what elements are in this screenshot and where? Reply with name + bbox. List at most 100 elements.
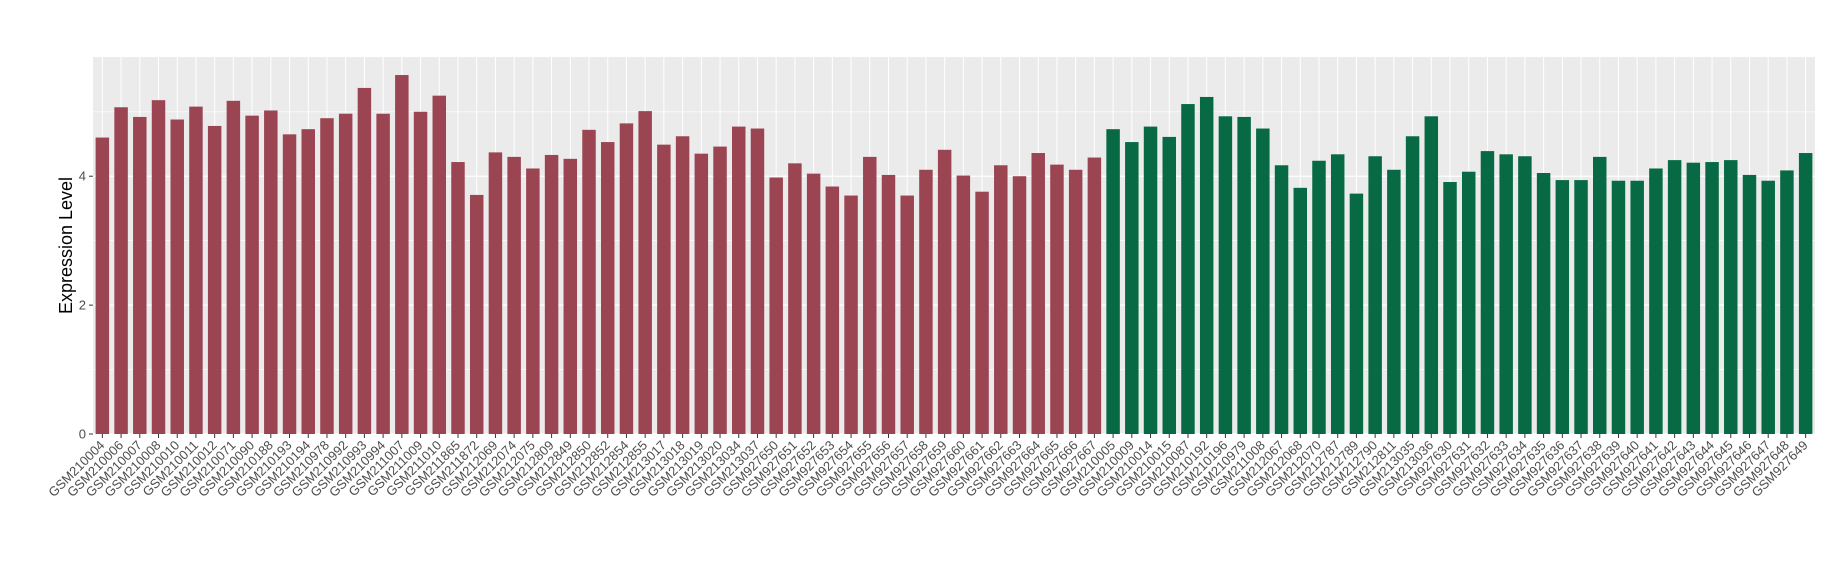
bar: [1031, 153, 1045, 434]
bar: [919, 169, 933, 434]
bar: [1050, 164, 1064, 434]
bar: [1330, 154, 1345, 435]
bar: [526, 168, 540, 434]
bar: [994, 165, 1008, 434]
bar: [1705, 162, 1719, 435]
bar: [376, 113, 390, 434]
bar: [95, 137, 110, 435]
bar: [1143, 126, 1158, 434]
bar: [1724, 160, 1738, 434]
bar: [320, 118, 334, 434]
bar: [844, 195, 858, 434]
bar: [806, 173, 821, 434]
bar: [1405, 136, 1420, 434]
bar: [1162, 136, 1176, 434]
bar: [413, 111, 428, 435]
bar: [1555, 180, 1570, 434]
bar: [1256, 128, 1270, 435]
bar: [133, 116, 147, 434]
bar: [1780, 170, 1794, 434]
bar: [1125, 142, 1139, 435]
bar: [1761, 180, 1775, 434]
bar: [825, 186, 840, 434]
bar: [1611, 180, 1626, 434]
bar: [432, 95, 447, 435]
bar: [619, 123, 634, 434]
bar: [357, 87, 372, 434]
bar: [1012, 176, 1027, 434]
bar: [1068, 169, 1083, 434]
bar: [282, 134, 297, 435]
bar: [1649, 168, 1663, 434]
bar: [1742, 174, 1757, 434]
bar: [638, 111, 652, 434]
bar: [1630, 180, 1644, 434]
y-tick-label: 0: [79, 427, 86, 442]
bar: [1499, 154, 1513, 435]
bar: [863, 156, 877, 434]
bar: [1312, 160, 1326, 434]
bar: [750, 128, 765, 435]
bar: [170, 119, 184, 434]
bar: [937, 149, 952, 435]
bar: [788, 163, 802, 435]
bar: [488, 152, 503, 434]
bar: [881, 174, 896, 434]
bar: [114, 107, 128, 435]
y-tick-label: 4: [79, 169, 86, 184]
bar: [338, 113, 353, 434]
bar: [1667, 160, 1682, 434]
bar: [675, 136, 690, 434]
bar: [1181, 104, 1195, 435]
bar: [956, 175, 971, 435]
bar: [1106, 129, 1120, 434]
bar: [769, 177, 783, 434]
bar: [1461, 171, 1476, 434]
bar: [469, 194, 484, 434]
bar: [1349, 193, 1364, 434]
bar: [245, 115, 259, 435]
y-axis-ticks: 0 2 4: [79, 169, 93, 442]
bar: [600, 142, 615, 435]
bar: [694, 153, 709, 434]
bar: [1368, 156, 1382, 434]
y-tick-label: 2: [79, 298, 86, 313]
bar: [1686, 162, 1701, 434]
bars: [95, 75, 1813, 435]
bar: [732, 126, 746, 434]
bar: [1274, 165, 1289, 434]
bar: [1798, 153, 1813, 434]
bar: [189, 106, 203, 434]
bar: [1480, 151, 1495, 435]
bar: [207, 125, 222, 434]
bar: [264, 110, 278, 434]
bar: [1574, 180, 1588, 434]
bar: [151, 100, 166, 434]
bar: [451, 162, 465, 435]
y-axis-title: Expression Level: [56, 177, 76, 314]
bar: [1424, 116, 1439, 435]
bar: [900, 195, 914, 434]
bar: [395, 75, 409, 435]
x-axis-ticks: GSM210004GSM210006GSM210007GSM210008GSM2…: [45, 434, 1811, 500]
bar: [1536, 173, 1551, 434]
bar: [713, 146, 727, 435]
bar: [544, 154, 559, 434]
bar: [1199, 96, 1214, 434]
bar: [657, 144, 671, 434]
bar: [563, 158, 578, 435]
bar: [975, 191, 989, 434]
bar: [1443, 182, 1457, 434]
bar: [507, 156, 521, 434]
bar: [226, 100, 241, 435]
bar: [1518, 156, 1532, 434]
bar: [1387, 169, 1401, 434]
bar: [582, 129, 596, 435]
bar: [1237, 116, 1251, 434]
bar: [1218, 116, 1233, 435]
bar: [1293, 187, 1308, 434]
bar: [301, 129, 315, 434]
bar: [1087, 157, 1102, 435]
bar: [1593, 156, 1607, 434]
